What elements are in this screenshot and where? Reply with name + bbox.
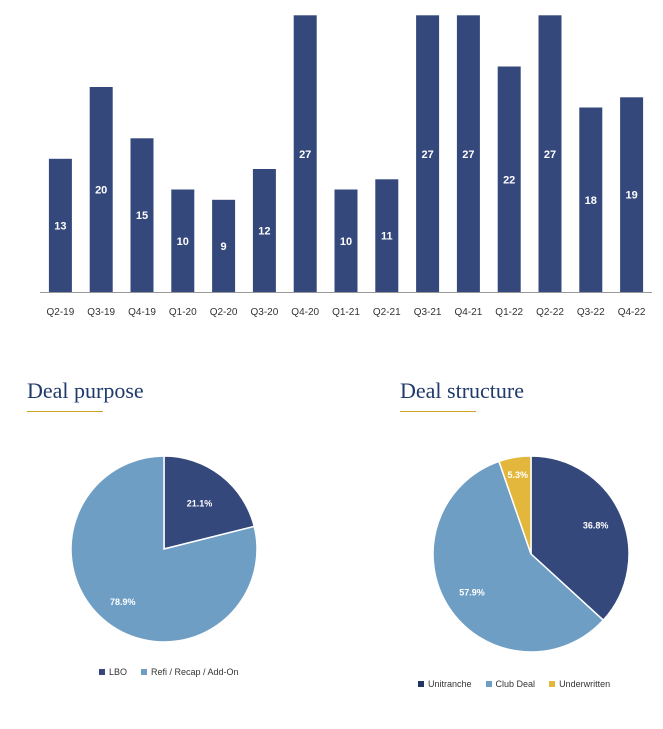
bars-group: 13 Q2-19 20 Q3-19 15 Q4-19 10 Q1-20 9 Q2-20 12 Q3-2… <box>47 15 646 318</box>
legend-item: Club Deal <box>485 679 536 689</box>
bar-value-label: 9 <box>221 241 227 253</box>
x-tick-label: Q2-20 <box>210 307 238 318</box>
bar-Q1-22 <box>497 66 521 292</box>
bar-value-label: 10 <box>177 236 189 248</box>
bar-value-label: 19 <box>625 190 637 202</box>
bar-Q2-19 <box>48 158 72 293</box>
bar-value-label: 22 <box>503 174 515 186</box>
legend-label: LBO <box>109 667 128 677</box>
bar-value-label: 27 <box>544 149 556 161</box>
pie-slice-label: 21.1% <box>187 499 213 509</box>
bar-Q2-22 <box>538 15 562 293</box>
bar-Q4-19 <box>130 138 154 293</box>
bar-Q4-22 <box>620 97 644 293</box>
pie-slice-unitranche <box>530 455 630 622</box>
x-tick-label: Q4-19 <box>128 307 156 318</box>
x-tick-label: Q4-22 <box>618 307 646 318</box>
bar-Q3-20 <box>252 169 276 292</box>
legend-item: Underwritten <box>549 679 610 689</box>
legend-item: Unitranche <box>418 679 472 689</box>
bar-value-label: 10 <box>340 236 352 248</box>
legend-label: Refi / Recap / Add-On <box>151 667 239 677</box>
bar-value-label: 27 <box>421 149 433 161</box>
bar-value-label: 27 <box>299 149 311 161</box>
pie-slice-label: 36.8% <box>583 521 609 531</box>
deal-purpose-title-underline <box>27 411 103 412</box>
x-tick-label: Q3-19 <box>87 307 115 318</box>
legend-item: LBO <box>99 667 127 677</box>
pie-slice-lbo <box>163 455 256 550</box>
x-tick-label: Q2-19 <box>47 307 75 318</box>
bar-Q1-20 <box>171 189 195 292</box>
bar-value-label: 11 <box>381 231 393 243</box>
deal-purpose-pie-chart: 21.1% 78.9% <box>70 455 258 643</box>
bar-value-label: 18 <box>585 195 597 207</box>
x-tick-label: Q2-21 <box>373 307 401 318</box>
deal-count-bar-chart: 13 Q2-19 20 Q3-19 15 Q4-19 10 Q1-20 9 Q2-20 12 Q3-2… <box>40 15 652 318</box>
legend-swatch <box>485 681 492 687</box>
legend-swatch <box>141 669 148 675</box>
bar-Q3-22 <box>579 107 603 292</box>
bar-value-label: 12 <box>258 226 270 238</box>
legend-swatch <box>549 681 556 687</box>
legend-label: Club Deal <box>495 679 536 689</box>
bar-Q2-20 <box>212 199 236 293</box>
bar-Q2-21 <box>375 179 399 293</box>
bar-value-label: 20 <box>95 185 107 197</box>
bar-Q3-19 <box>89 87 113 292</box>
bar-Q1-21 <box>334 189 358 292</box>
deal-purpose-title: Deal purpose <box>27 378 144 403</box>
legend-label: Unitranche <box>428 679 472 689</box>
bar-value-label: 27 <box>462 149 474 161</box>
pie-slice-underwritten <box>498 455 532 555</box>
deal-structure-title: Deal structure <box>400 378 524 403</box>
x-tick-label: Q3-20 <box>251 307 279 318</box>
legend-swatch <box>418 681 424 687</box>
bar-Q3-21 <box>416 15 440 293</box>
legend-item: Refi / Recap / Add-On <box>141 667 239 677</box>
bar-value-label: 15 <box>136 210 148 222</box>
x-tick-label: Q2-22 <box>536 307 564 318</box>
pie-slice-label: 78.9% <box>110 597 136 607</box>
x-tick-label: Q3-22 <box>577 307 605 318</box>
x-tick-label: Q4-20 <box>291 307 319 318</box>
deal-structure-legend: Unitranche Club Deal Underwritten <box>418 679 610 689</box>
bar-Q4-21 <box>456 15 480 293</box>
bar-value-label: 13 <box>54 220 66 232</box>
bar-Q4-20 <box>293 15 317 293</box>
x-tick-label: Q1-21 <box>332 307 360 318</box>
pie-slice-club-deal <box>432 460 605 653</box>
deal-purpose-legend: LBO Refi / Recap / Add-On <box>99 667 239 677</box>
pie-slice-refi-recap-add-on <box>70 455 258 643</box>
legend-label: Underwritten <box>559 679 611 689</box>
x-tick-label: Q3-21 <box>414 307 442 318</box>
x-tick-label: Q4-21 <box>455 307 483 318</box>
x-tick-label: Q1-22 <box>495 307 523 318</box>
x-tick-label: Q1-20 <box>169 307 197 318</box>
pie-slice-label: 5.3% <box>507 470 528 480</box>
deal-structure-pie-chart: 36.8% 57.9% 5.3% <box>432 455 630 653</box>
pie-slice-label: 57.9% <box>459 588 485 598</box>
deal-structure-title-underline <box>400 411 476 412</box>
legend-swatch <box>99 669 105 675</box>
